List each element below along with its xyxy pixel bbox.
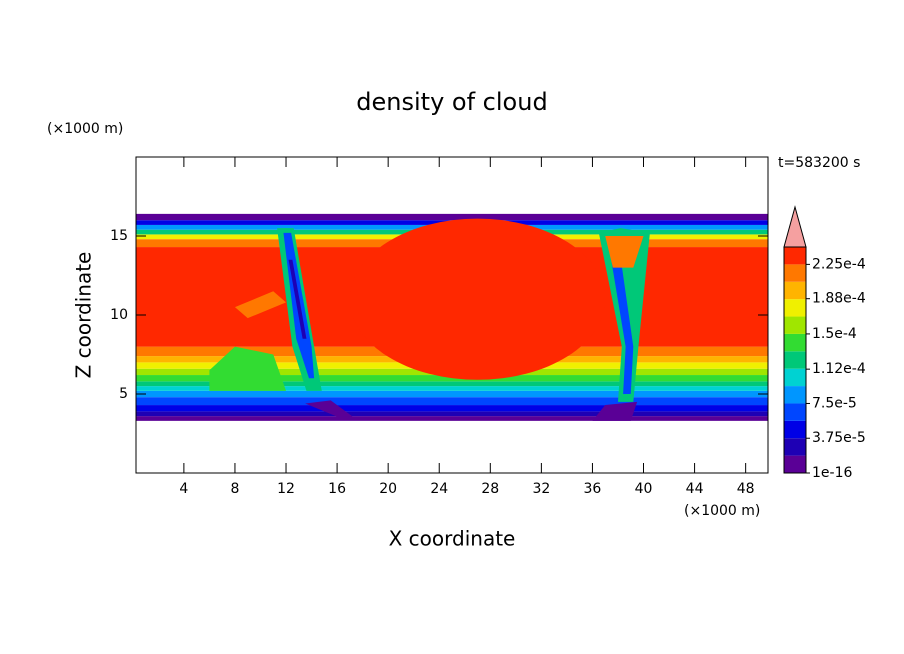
field-band [136,390,768,398]
x-tick-label: 48 [737,481,755,497]
colorbar-band [784,316,806,334]
x-tick-label: 4 [179,481,188,497]
x-tick-label: 36 [584,481,602,497]
field-band [136,411,768,417]
x-tick-label: 32 [532,481,550,497]
colorbar-label: 7.5e-5 [812,395,857,411]
colorbar-band [784,247,806,265]
colorbar-extend [783,205,807,248]
x-axis-label: X coordinate [389,527,516,551]
x-tick-label: 20 [379,481,397,497]
time-annotation: t=583200 s [778,155,860,171]
colorbar-band [784,403,806,421]
colorbar-band [784,368,806,387]
field-band [136,405,768,412]
x-tick-label: 44 [686,481,704,497]
colorbar-band [784,420,806,439]
x-tick-label: 40 [635,481,653,497]
colorbar-frame [783,246,807,474]
x-unit: (×1000 m) [684,503,760,519]
y-unit: (×1000 m) [47,121,123,137]
y-tick-label: 10 [110,307,128,323]
colorbar-band [784,438,806,456]
contour-field [136,213,768,421]
field-band [136,416,768,421]
field-band [136,381,768,387]
colorbar-band [784,386,806,404]
colorbar-label: 1.5e-4 [812,326,857,342]
x-tick-label: 24 [430,481,448,497]
field-band [136,397,768,406]
x-tick-label: 28 [481,481,499,497]
field-streak [607,239,634,394]
field-streak [288,259,307,339]
colorbar-band [784,333,806,352]
y-axis-label: Z coordinate [72,252,96,379]
y-tick-label: 15 [110,228,128,244]
colorbar-band [784,455,806,473]
field-patch [234,291,287,319]
y-tick-label: 5 [119,386,128,402]
chart-title: density of cloud [356,88,547,116]
field-band [136,386,768,391]
x-tick-label: 12 [277,481,295,497]
field-patch [305,400,357,420]
colorbar-label: 1e-16 [812,465,852,481]
field-band [136,375,768,382]
x-tick-label: 16 [328,481,346,497]
field-patch [592,401,638,421]
colorbar-label: 1.12e-4 [812,361,866,377]
colorbar-band [784,351,806,369]
field-patch [209,346,287,391]
colorbar-label: 1.88e-4 [812,291,866,307]
colorbar-band [784,264,806,282]
colorbar-band [784,281,806,300]
colorbar-band [784,299,806,317]
field-patch [605,236,644,268]
x-tick-label: 8 [230,481,239,497]
field-dome [349,218,606,380]
colorbar-label: 3.75e-5 [812,430,866,446]
colorbar-label: 2.25e-4 [812,256,866,272]
field-band [136,213,768,221]
